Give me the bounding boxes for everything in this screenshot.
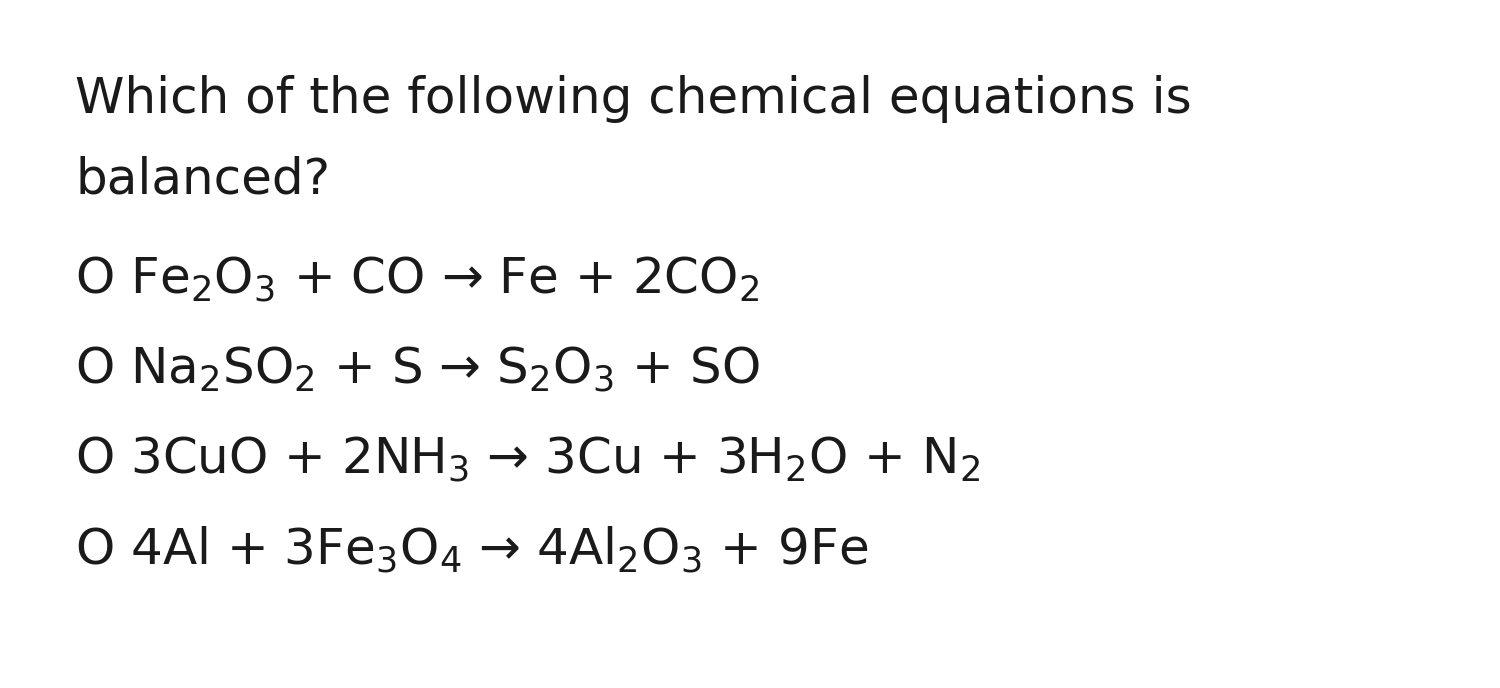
Text: O Fe$_2$O$_3$ + CO → Fe + 2CO$_2$: O Fe$_2$O$_3$ + CO → Fe + 2CO$_2$ [75,255,759,304]
Text: O 3CuO + 2NH$_3$ → 3Cu + 3H$_2$O + N$_2$: O 3CuO + 2NH$_3$ → 3Cu + 3H$_2$O + N$_2$ [75,435,980,484]
Text: balanced?: balanced? [75,155,330,203]
Text: Which of the following chemical equations is: Which of the following chemical equation… [75,75,1191,123]
Text: O 4Al + 3Fe$_3$O$_4$ → 4Al$_2$O$_3$ + 9Fe: O 4Al + 3Fe$_3$O$_4$ → 4Al$_2$O$_3$ + 9F… [75,525,868,575]
Text: O Na$_2$SO$_2$ + S → S$_2$O$_3$ + SO: O Na$_2$SO$_2$ + S → S$_2$O$_3$ + SO [75,345,760,394]
